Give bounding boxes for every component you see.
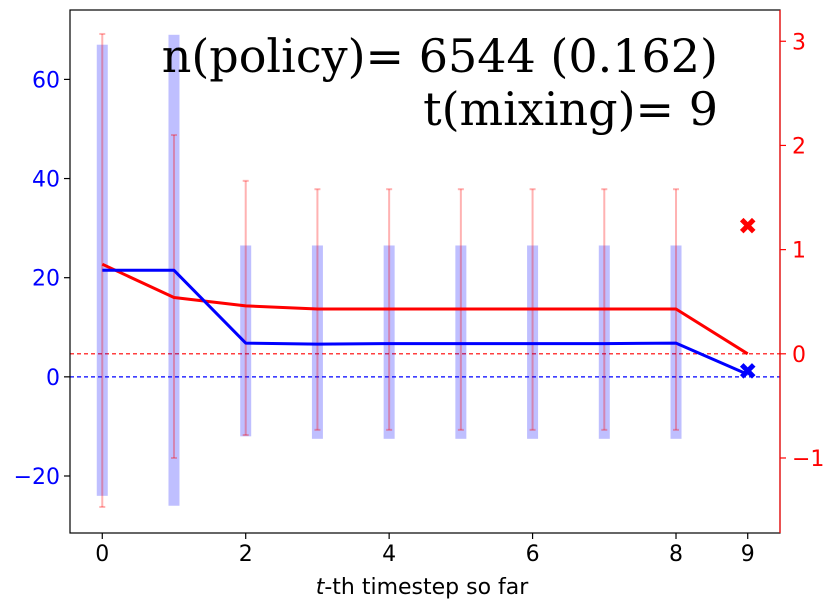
x-tick-label: 4 [382, 542, 396, 567]
x-tick-label: 6 [526, 542, 540, 567]
plot-background [70, 10, 780, 533]
x-axis-label: t-th timestep so far [316, 575, 530, 600]
left-tick-label: 60 [32, 68, 60, 93]
end-markers [739, 217, 756, 379]
left-tick-label: 0 [46, 366, 60, 391]
right-tick-label: 1 [792, 239, 806, 264]
left-tick-label: 40 [32, 168, 60, 193]
annotation-policy-count: n(policy)= 6544 (0.162) [162, 29, 718, 83]
plot-frame [69, 9, 781, 534]
red-series-line [101, 262, 749, 356]
annotation-mixing-time: t(mixing)= 9 [423, 82, 718, 136]
plot-area [70, 10, 780, 533]
blue-final-marker [739, 363, 756, 379]
x-tick-label: 9 [741, 542, 755, 567]
reference-lines [70, 353, 780, 378]
x-tick-label: 8 [669, 542, 683, 567]
right-tick-label: 2 [792, 134, 806, 159]
blue-range-bar [240, 245, 252, 437]
series-lines [101, 262, 749, 376]
x-axis-label-variable: t [316, 575, 326, 600]
right-tick-label: 0 [792, 343, 806, 368]
left-tick-label: 20 [32, 267, 60, 292]
x-tick-label: 0 [95, 542, 109, 567]
blue-range-bar [96, 44, 108, 496]
left-tick-label: −20 [14, 465, 60, 490]
red-final-marker [739, 217, 756, 234]
blue-range-bar [311, 245, 323, 439]
x-tick-label: 2 [239, 542, 253, 567]
blue-series-line [102, 268, 749, 376]
x-axis-label-text: -th timestep so far [324, 575, 529, 600]
right-tick-label: 3 [792, 30, 806, 55]
right-tick-label: −1 [792, 447, 824, 472]
axis-ticks: −20 0 20 40 60 −1 0 1 2 3 0 2 4 6 8 9 [14, 30, 825, 567]
